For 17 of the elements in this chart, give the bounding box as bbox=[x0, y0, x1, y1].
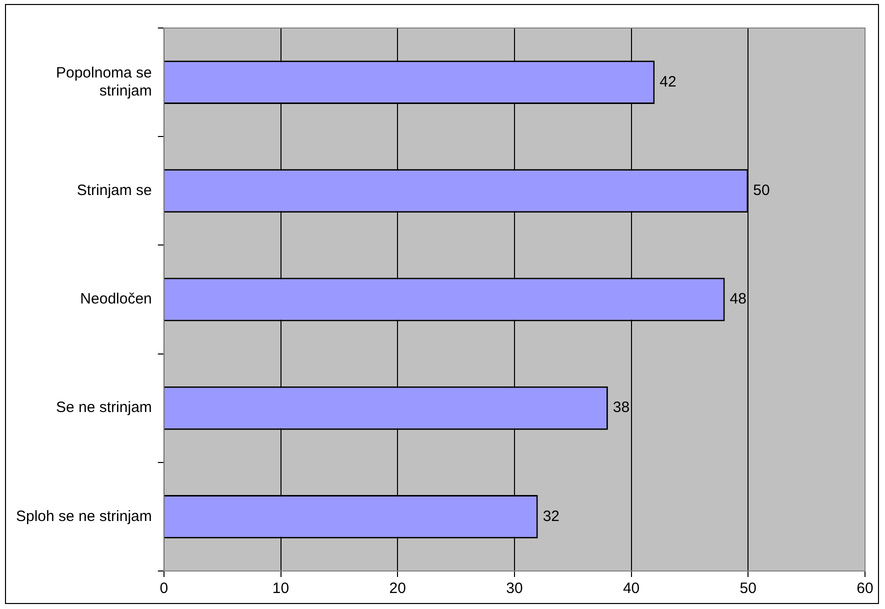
x-tick-label: 60 bbox=[856, 580, 874, 598]
x-tick-label: 20 bbox=[389, 580, 406, 598]
y-tick-label: Se ne strinjam bbox=[56, 399, 152, 416]
y-tick-label: Sploh se ne strinjam bbox=[16, 508, 152, 525]
x-tick-label: 10 bbox=[272, 580, 290, 598]
x-tick-label: 40 bbox=[622, 580, 640, 598]
data-label: 50 bbox=[753, 182, 770, 200]
y-tick-label: Strinjam se bbox=[76, 182, 152, 200]
x-tick-label: 30 bbox=[506, 580, 523, 598]
x-tick-label: 50 bbox=[740, 580, 756, 598]
data-label: 32 bbox=[542, 508, 560, 525]
data-label: 38 bbox=[612, 399, 630, 416]
data-label: 42 bbox=[660, 73, 676, 90]
data-label: 48 bbox=[730, 290, 746, 308]
y-tick-label: Popolnoma se strinjam bbox=[56, 64, 152, 100]
y-tick-label: Neodločen bbox=[80, 290, 152, 308]
x-tick-label: 0 bbox=[160, 580, 168, 598]
